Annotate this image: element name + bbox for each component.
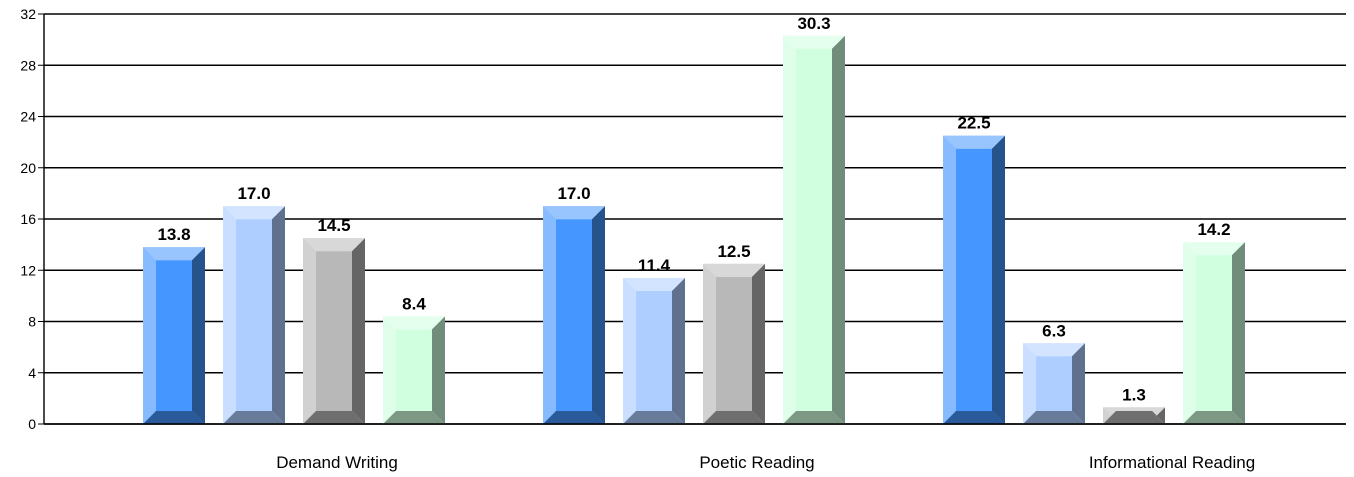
data-label: 13.8 <box>157 225 190 244</box>
x-category-label: Poetic Reading <box>699 453 814 472</box>
data-label: 14.5 <box>317 216 350 235</box>
y-tick-label: 20 <box>20 160 36 176</box>
data-label: 14.2 <box>1197 220 1230 239</box>
data-label: 30.3 <box>797 14 830 33</box>
bar-top-bevel <box>703 263 765 277</box>
bar-side-bevel <box>192 247 205 424</box>
bar-top-bevel <box>543 206 605 220</box>
data-label: 11.4 <box>638 256 671 275</box>
bar <box>703 263 765 424</box>
bar <box>303 238 365 424</box>
bar-bottom-bevel <box>1183 411 1245 424</box>
bar-bottom-bevel <box>783 411 845 424</box>
bar-top-bevel <box>383 316 445 330</box>
bar <box>223 206 285 424</box>
bar <box>943 135 1005 424</box>
bar-bottom-bevel <box>223 411 285 424</box>
bar <box>1103 407 1165 424</box>
bar-bottom-bevel <box>1103 411 1165 424</box>
data-labels: 13.8 17.0 22.5 17.0 11.4 6.3 14.5 12.5 1.3 8.4 30.… <box>157 14 1230 405</box>
y-tick-label: 12 <box>20 262 36 278</box>
bar-side-bevel <box>1072 343 1085 424</box>
bar-top-bevel <box>143 247 205 261</box>
bar-bottom-bevel <box>543 411 605 424</box>
data-label: 12.5 <box>717 242 750 261</box>
data-label: 1.3 <box>1122 385 1146 404</box>
bar-side-bevel <box>272 206 285 424</box>
bar-top-bevel <box>223 206 285 220</box>
bar-front <box>1196 255 1232 411</box>
x-category-label: Informational Reading <box>1089 453 1255 472</box>
bar-top-bevel <box>783 35 845 49</box>
data-label: 17.0 <box>557 184 590 203</box>
bar-bottom-bevel <box>1023 411 1085 424</box>
bar-front <box>236 219 272 411</box>
bar-side-bevel <box>1152 407 1165 424</box>
bar <box>383 316 445 424</box>
bar-front <box>716 276 752 411</box>
bar-front <box>796 48 832 411</box>
bar <box>1183 242 1245 424</box>
bar-top-bevel <box>623 277 685 291</box>
bar-front <box>956 148 992 411</box>
bar-top-bevel <box>943 135 1005 149</box>
data-label: 8.4 <box>402 294 426 313</box>
bar <box>543 206 605 424</box>
x-category-label: Demand Writing <box>276 453 398 472</box>
y-tick-label: 0 <box>28 416 36 432</box>
bar-side-bevel <box>752 263 765 424</box>
x-axis-categories: Demand Writing Poetic Reading Informationa… <box>276 453 1255 472</box>
bar <box>783 35 845 424</box>
y-tick-label: 4 <box>28 365 36 381</box>
data-label: 17.0 <box>237 184 270 203</box>
bar-bottom-bevel <box>303 411 365 424</box>
y-tick-label: 32 <box>20 6 36 22</box>
bar-front <box>556 219 592 411</box>
axes <box>43 14 1346 425</box>
bar-side-bevel <box>672 277 685 424</box>
y-tick-label: 24 <box>20 109 36 125</box>
y-tick-label: 28 <box>20 57 36 73</box>
bar-bottom-bevel <box>383 411 445 424</box>
bar-front <box>156 260 192 411</box>
bar-top-bevel <box>303 238 365 252</box>
bar <box>623 277 685 424</box>
bar-bottom-bevel <box>143 411 205 424</box>
bar-bottom-bevel <box>943 411 1005 424</box>
data-label: 22.5 <box>957 114 990 133</box>
bar-top-bevel <box>1023 343 1085 357</box>
y-axis-ticks: 0 4 8 12 16 20 24 28 32 <box>20 6 44 432</box>
bar-front <box>1036 356 1072 411</box>
bars <box>143 35 1245 424</box>
bar-front <box>636 290 672 411</box>
bar-front <box>396 329 432 411</box>
bar-bottom-bevel <box>623 411 685 424</box>
bar-side-bevel <box>992 135 1005 424</box>
y-tick-label: 16 <box>20 211 36 227</box>
bar-side-bevel <box>1232 242 1245 424</box>
y-tick-label: 8 <box>28 314 36 330</box>
bar-side-bevel <box>592 206 605 424</box>
bar-side-bevel <box>432 316 445 424</box>
bar <box>143 247 205 424</box>
bar-top-bevel <box>1183 242 1245 256</box>
bar-side-bevel <box>352 238 365 424</box>
bar-side-bevel <box>832 35 845 424</box>
bar <box>1023 343 1085 424</box>
bar-front <box>316 251 352 411</box>
data-label: 6.3 <box>1042 321 1066 340</box>
bar-bottom-bevel <box>703 411 765 424</box>
